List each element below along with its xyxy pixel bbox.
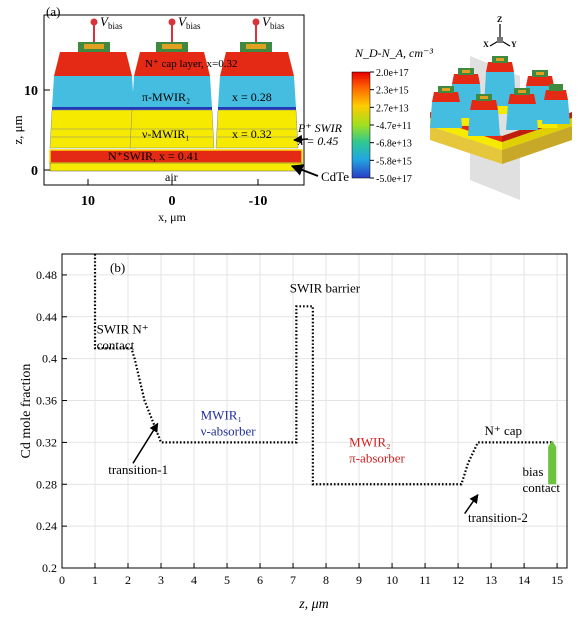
nu-mwir-label: ν-MWIR₁: [142, 127, 190, 141]
y-tick-label: 0.32: [36, 435, 57, 449]
bias-contact-bar: [548, 446, 557, 485]
bias-contact-tip: [548, 440, 557, 447]
plot-frame: [61, 253, 568, 569]
svg-text:Z: Z: [497, 15, 502, 24]
cap-layer-label: N⁺ cap layer, x=0.32: [145, 58, 238, 70]
mesa-left: [49, 18, 137, 149]
x-tick-label: 11: [419, 573, 431, 587]
nu-mwir-x-label: x = 0.32: [232, 127, 272, 141]
x-tick-label: 8: [323, 573, 329, 587]
annotation-text: transition-1: [108, 462, 168, 477]
x-tick-label: 3: [158, 573, 164, 587]
y-axis-label: z, μm: [10, 115, 25, 144]
annotation-text: transition-2: [468, 510, 528, 525]
y-tick-label: 0.48: [36, 268, 57, 282]
bias-label-right: Vbias: [262, 14, 285, 31]
x-axis-title: z, μm: [298, 597, 329, 612]
colorbar-tick-label: -6.8e+13: [376, 139, 412, 150]
svg-text:Y: Y: [511, 40, 517, 49]
annotation-text: MWIR₂ π-absorber: [349, 435, 405, 466]
x-tick-label: 0: [59, 573, 65, 587]
x-axis-label: x, μm: [158, 210, 186, 224]
x-tick-label: 12: [452, 573, 464, 587]
x-tick-label: 6: [257, 573, 263, 587]
x-tick-label-0: 0: [169, 194, 176, 209]
y-axis-ticks: 0.2 0.24 0.28 0.32 0.36 0.4 0.44 0.48: [36, 268, 67, 575]
colorbar-tick-label: 2.0e+17: [376, 68, 409, 79]
x-tick-label: 15: [551, 573, 563, 587]
colorbar-title: N_D-N_A, cm⁻³: [354, 46, 433, 60]
colorbar: [351, 71, 371, 179]
y-tick-label-10: 10: [24, 84, 38, 99]
colorbar-tick-label: -4.7e+11: [376, 121, 412, 132]
x-tick-label: 9: [356, 573, 362, 587]
y-tick-label: 0.24: [36, 519, 57, 533]
air-label: air: [165, 170, 178, 184]
series-group: [93, 254, 557, 486]
colorbar-tick-label: -5.0e+17: [376, 174, 412, 185]
pi-mwir-x-label: x = 0.28: [232, 90, 272, 104]
x-tick-label: 5: [224, 573, 230, 587]
mesa-right: [215, 18, 299, 149]
pswir-x-label: x = 0.45: [297, 134, 338, 148]
pi-mwir-label: π-MWIR₂: [142, 90, 190, 104]
x-axis-ticks: 0 1 2 3 4 5 6 7 8 9 10 11 12 13 14 15: [59, 563, 563, 587]
y-tick-label: 0.44: [36, 310, 57, 324]
x-tick-label: 1: [92, 573, 98, 587]
cdte-arrow: [290, 164, 319, 177]
pyramids: [430, 56, 570, 136]
mesa-center: [129, 18, 215, 149]
x-tick-label: 10: [386, 573, 398, 587]
annotation-arrow: [464, 493, 479, 515]
svg-text:X: X: [483, 40, 489, 49]
device-frame: [43, 14, 305, 186]
cdte-label: CdTe: [321, 169, 349, 184]
colorbar-tick-label: 2.3e+15: [376, 86, 409, 97]
y-tick-label: 0.36: [36, 394, 57, 408]
panel-a-label: (a): [46, 4, 60, 19]
panel-a: (a) 10 0 z, μm 10 0 -10 x, μm: [10, 4, 572, 224]
cd-fraction-line: [93, 254, 554, 486]
axis-triad-icon: Z X Y: [483, 15, 517, 49]
bias-label-left: Vbias: [100, 14, 123, 31]
colorbar-tick-label: -5.8e+15: [376, 156, 412, 167]
annotation-text: SWIR N⁺ contact: [97, 322, 149, 353]
y-axis-title: Cd mole fraction: [19, 364, 34, 459]
x-tick-label: 4: [191, 573, 197, 587]
y-tick-label: 0.28: [36, 477, 57, 491]
colorbar-tick-label: 2.7e+13: [376, 103, 409, 114]
annotations: SWIR N⁺ contact SWIR barrier MWIR₁ ν-absorbe…: [97, 281, 561, 525]
annotation-text: SWIR barrier: [290, 281, 361, 296]
x-tick-label-neg10: -10: [249, 194, 268, 209]
pswir-label: P⁺ SWIR: [297, 121, 343, 135]
chart-title: (b): [110, 260, 125, 275]
annotation-text: MWIR₁ ν-absorber: [201, 407, 257, 438]
bias-label-center: Vbias: [178, 14, 201, 31]
annotation-arrow: [132, 422, 159, 464]
annotation-text: N⁺ cap: [484, 423, 522, 438]
x-tick-label: 14: [518, 573, 530, 587]
x-tick-label-10: 10: [81, 194, 95, 209]
swir-label: N⁺SWIR, x = 0.41: [108, 149, 199, 163]
colorbar-ticks: 2.0e+17 2.3e+15 2.7e+13 -4.7e+11 -6.8e+13 -5.…: [370, 68, 412, 185]
y-tick-label: 0.4: [42, 352, 57, 366]
device-3d-view: Z X Y: [430, 15, 572, 200]
x-tick-label: 2: [125, 573, 131, 587]
pswir-arrow: [293, 134, 309, 144]
x-tick-label: 7: [290, 573, 296, 587]
annotation-text: bias contact: [522, 464, 560, 495]
y-tick-label-0: 0: [31, 164, 38, 179]
y-tick-label: 0.2: [42, 561, 57, 575]
x-tick-label: 13: [485, 573, 497, 587]
